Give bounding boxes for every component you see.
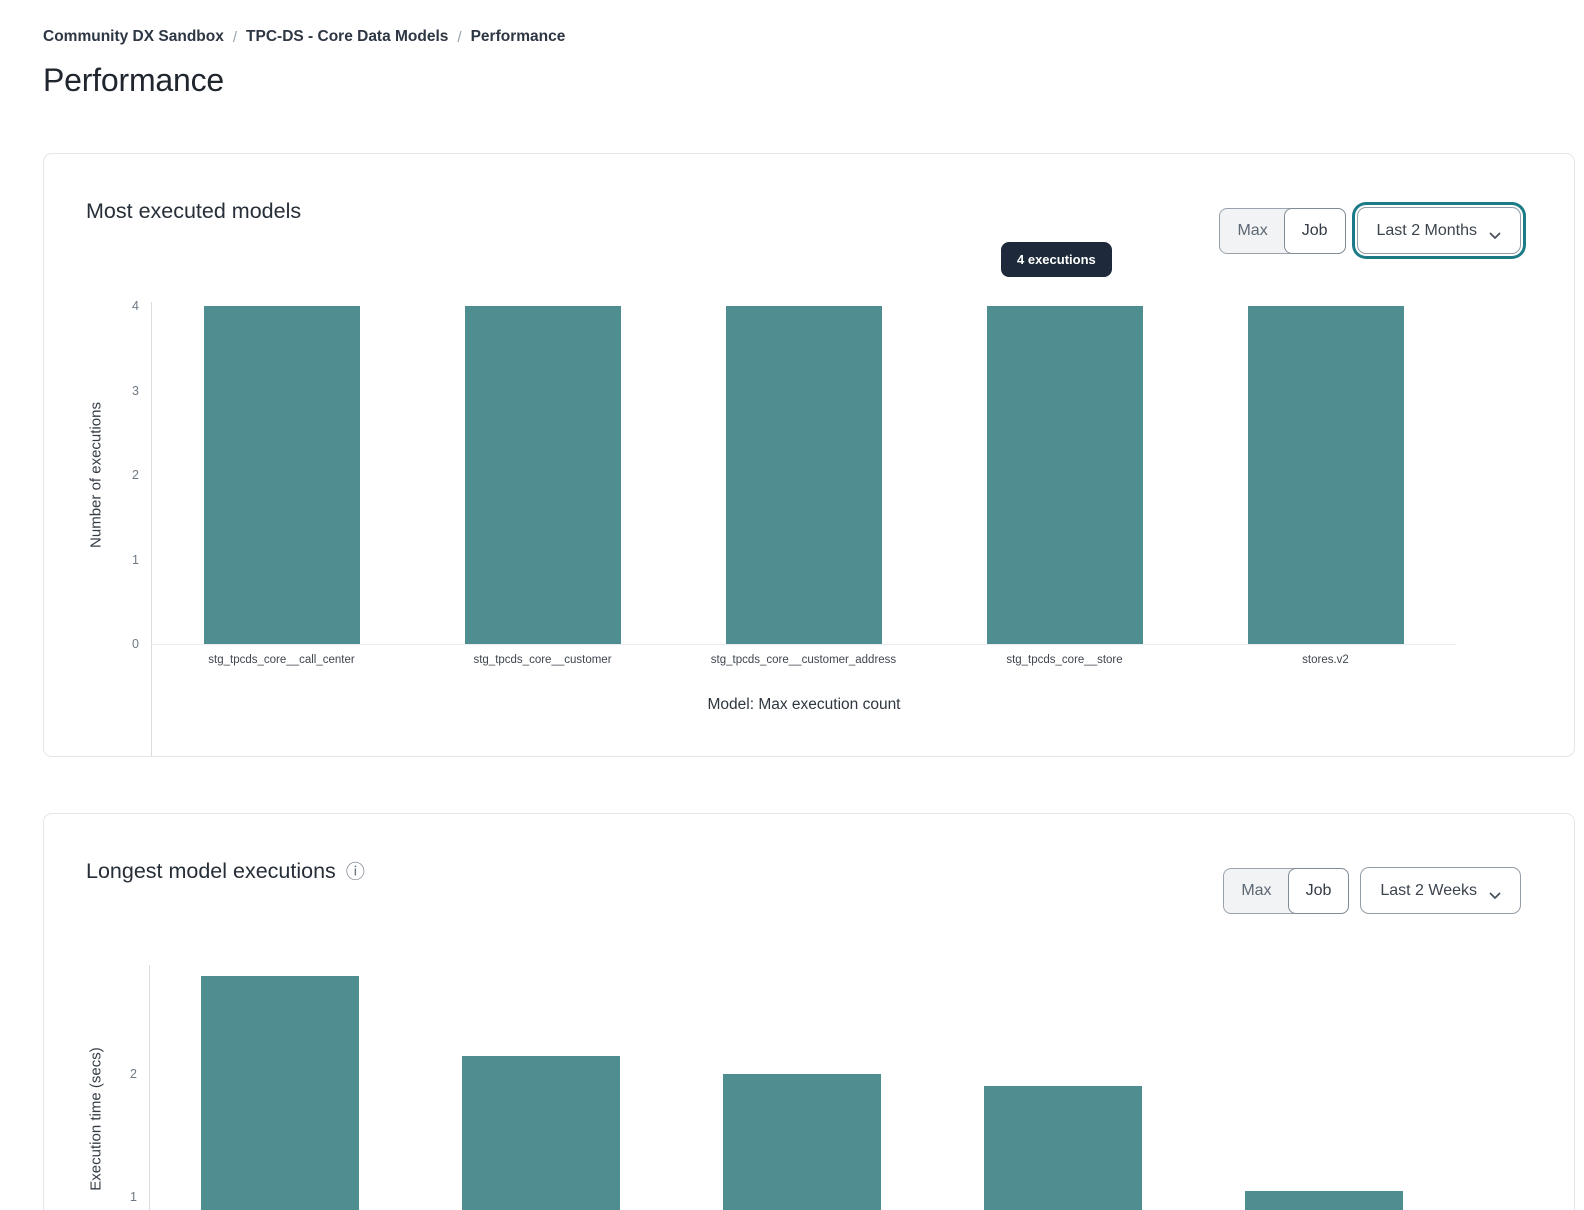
breadcrumb-item-project[interactable]: Community DX Sandbox [43, 28, 224, 45]
max-toggle-button[interactable]: Max [1220, 209, 1284, 253]
x-axis-label: Model: Max execution count [707, 696, 901, 713]
job-toggle-button[interactable]: Job [1287, 867, 1350, 914]
chart-tooltip: 4 executions [1001, 242, 1112, 277]
bar[interactable] [983, 1086, 1142, 1210]
breadcrumb-item-current: Performance [470, 28, 566, 45]
max-job-toggle: Max Job [1219, 207, 1346, 254]
bar[interactable] [986, 306, 1143, 644]
x-axis-line [151, 644, 1456, 645]
bar[interactable] [725, 306, 882, 644]
bar[interactable] [722, 1074, 881, 1210]
bar[interactable] [203, 306, 360, 644]
date-range-select[interactable]: Last 2 Months [1356, 207, 1521, 254]
card-title: Most executed models [86, 199, 302, 223]
y-tick-label: 2 [130, 1067, 137, 1081]
category-label: stores.v2 [1302, 654, 1349, 666]
breadcrumb-item-environment[interactable]: TPC-DS - Core Data Models [246, 28, 449, 45]
category-label: stg_tpcds_core__customer_address [710, 654, 897, 666]
page-title: Performance [43, 62, 224, 98]
date-range-select[interactable]: Last 2 Weeks [1360, 867, 1521, 914]
breadcrumb: Community DX Sandbox / TPC-DS - Core Dat… [43, 28, 1575, 46]
y-axis-label: Number of executions [87, 402, 105, 548]
category-label: stg_tpcds_core__store [1006, 654, 1123, 666]
category-label: stg_tpcds_core__customer [473, 654, 612, 666]
bar[interactable] [461, 1055, 620, 1210]
y-tick-label: 3 [132, 383, 139, 398]
max-job-toggle: Max Job [1223, 867, 1350, 914]
y-axis-label: Execution time (secs) [87, 1047, 105, 1191]
longest-model-executions-card: Longest model executions ⓘ Max Job Last … [43, 813, 1575, 1210]
most-executed-models-card: Most executed models Max Job Last 2 Mont… [43, 153, 1575, 757]
bar[interactable] [1247, 306, 1404, 644]
y-axis-line [149, 965, 150, 1210]
card-title: Longest model executions [86, 859, 336, 883]
y-tick-label: 2 [132, 468, 139, 482]
info-icon[interactable]: ⓘ [345, 862, 365, 883]
category-label: stg_tpcds_core__call_center [208, 654, 355, 666]
max-toggle-button[interactable]: Max [1224, 869, 1288, 913]
date-range-value: Last 2 Weeks [1380, 881, 1477, 899]
date-range-value: Last 2 Months [1376, 221, 1478, 239]
breadcrumb-separator: / [232, 28, 238, 46]
chart-controls: Max Job Last 2 Weeks [1223, 867, 1521, 914]
chart-controls: Max Job Last 2 Months [1219, 207, 1521, 254]
y-tick-label: 1 [130, 1190, 137, 1204]
job-toggle-button[interactable]: Job [1283, 207, 1346, 254]
bar[interactable] [200, 975, 359, 1210]
bar[interactable] [464, 306, 621, 644]
bar[interactable] [1244, 1190, 1403, 1210]
chevron-down-icon [1489, 887, 1501, 899]
y-tick-label: 1 [132, 552, 139, 567]
y-tick-label: 0 [132, 637, 139, 651]
y-axis-line [151, 302, 152, 756]
most-executed-models-chart: 0 1 2 3 4 stg_tpcds_core__call_center stg_tpcd… [44, 154, 1574, 756]
y-tick-label: 4 [132, 299, 139, 313]
breadcrumb-separator: / [457, 28, 462, 46]
chevron-down-icon [1489, 227, 1501, 239]
